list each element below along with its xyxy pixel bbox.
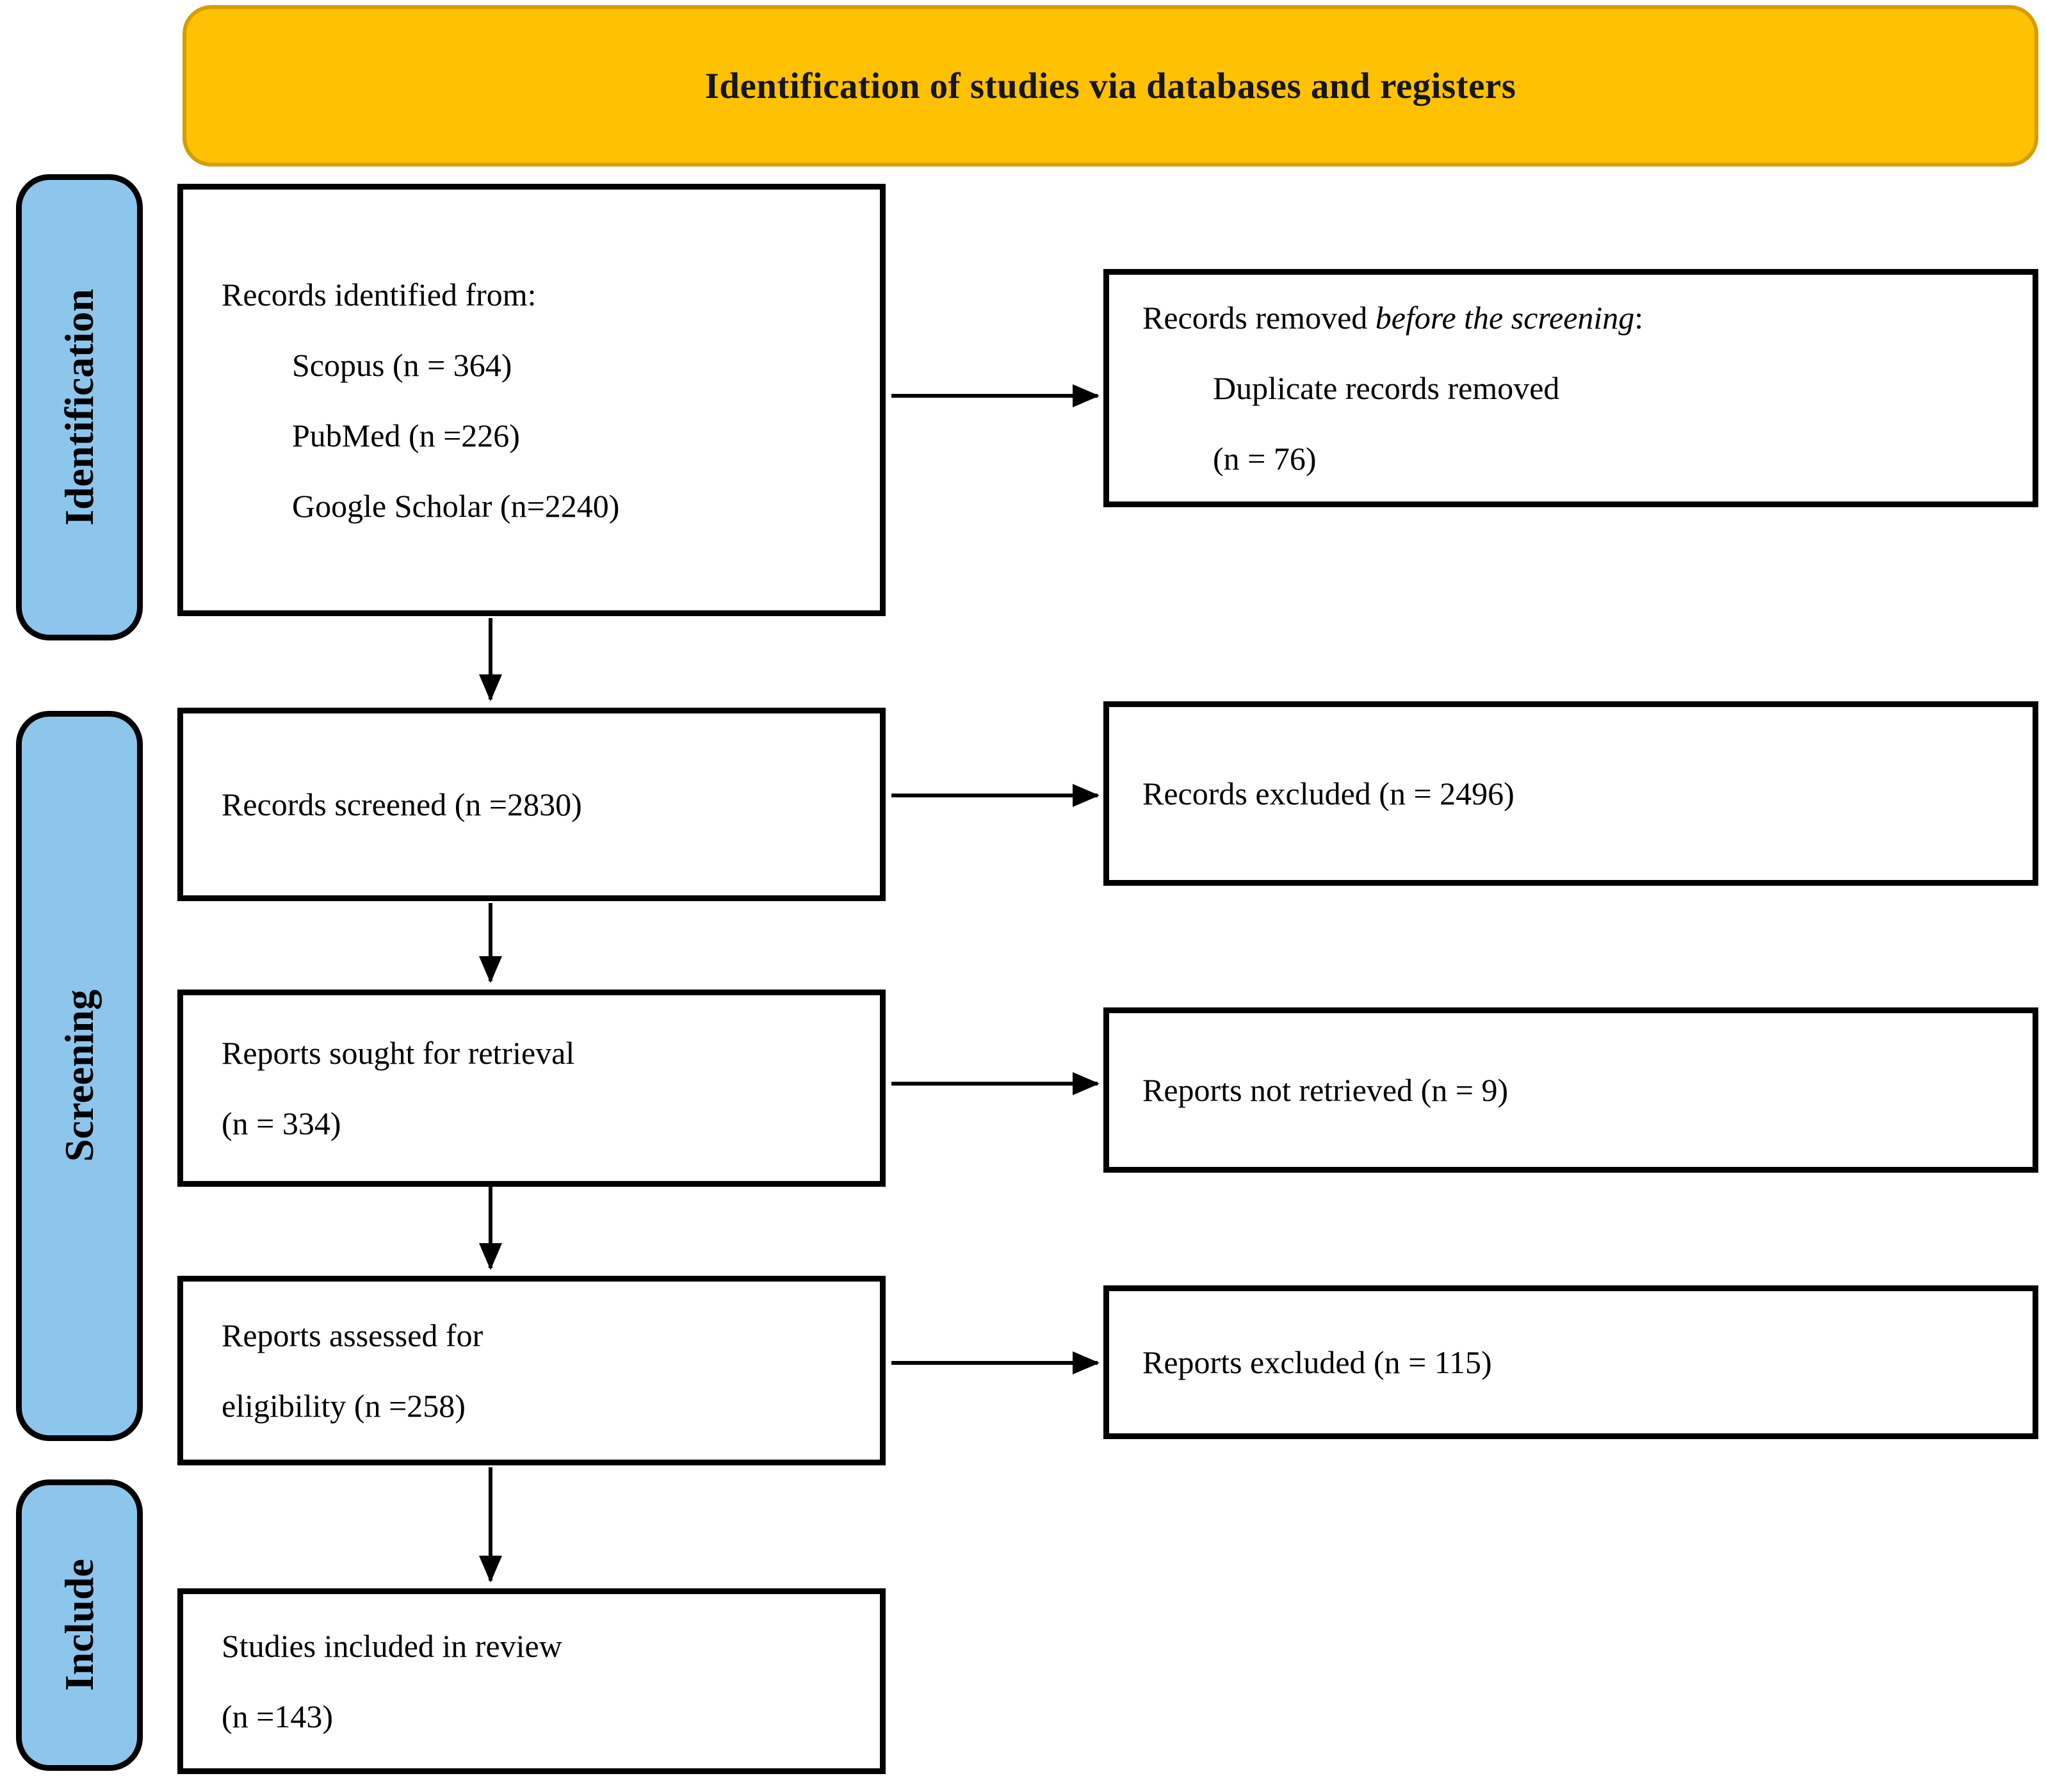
studies-included-line1: Studies included in review <box>222 1628 562 1664</box>
records-screened-label: Records screened (n =2830) <box>222 786 582 822</box>
stage-label-include: Include <box>16 1479 143 1771</box>
box-reports-sought: Reports sought for retrieval (n = 334) <box>177 990 886 1187</box>
reports-excluded-label: Reports excluded (n = 115) <box>1142 1344 1492 1380</box>
box-reports-assessed: Reports assessed for eligibility (n =258… <box>177 1276 886 1465</box>
records-removed-emphasis: before the screening <box>1375 300 1635 336</box>
reports-not-retrieved-label: Reports not retrieved (n = 9) <box>1142 1072 1509 1108</box>
records-excluded-label: Records excluded (n = 2496) <box>1142 776 1514 811</box>
box-records-removed: Records removed before the screening: Du… <box>1103 269 2038 507</box>
box-records-identified: Records identified from: Scopus (n = 364… <box>177 184 886 616</box>
records-identified-source-google-scholar: Google Scholar (n=2240) <box>292 487 620 524</box>
box-records-screened: Records screened (n =2830) <box>177 708 886 901</box>
records-removed-suffix: : <box>1634 300 1644 336</box>
records-identified-source-scopus: Scopus (n = 364) <box>292 346 512 383</box>
stage-label-screening: Screening <box>16 711 143 1441</box>
records-identified-intro: Records identified from: <box>222 276 537 313</box>
box-reports-excluded: Reports excluded (n = 115) <box>1103 1285 2038 1439</box>
banner-title-box: Identification of studies via databases … <box>183 5 2038 167</box>
stage-label-include-text: Include <box>56 1559 102 1691</box>
studies-included-line2: (n =143) <box>222 1698 333 1734</box>
stage-label-identification-text: Identification <box>56 289 102 526</box>
stage-label-screening-text: Screening <box>56 990 102 1162</box>
box-studies-included: Studies included in review (n =143) <box>177 1588 886 1774</box>
reports-assessed-line1: Reports assessed for <box>222 1317 483 1353</box>
banner-title: Identification of studies via databases … <box>704 65 1516 106</box>
stage-label-identification: Identification <box>16 174 143 640</box>
records-identified-source-pubmed: PubMed (n =226) <box>292 417 520 453</box>
box-records-excluded: Records excluded (n = 2496) <box>1103 701 2038 886</box>
reports-assessed-line2: eligibility (n =258) <box>222 1388 466 1424</box>
reports-sought-line2: (n = 334) <box>222 1105 341 1141</box>
records-removed-detail: Duplicate records removed <box>1213 370 1560 406</box>
records-removed-count: (n = 76) <box>1213 441 1317 477</box>
reports-sought-line1: Reports sought for retrieval <box>222 1035 575 1071</box>
records-removed-prefix: Records removed <box>1142 300 1376 336</box>
records-removed-heading: Records removed before the screening: <box>1109 282 2033 353</box>
box-reports-not-retrieved: Reports not retrieved (n = 9) <box>1103 1007 2038 1173</box>
